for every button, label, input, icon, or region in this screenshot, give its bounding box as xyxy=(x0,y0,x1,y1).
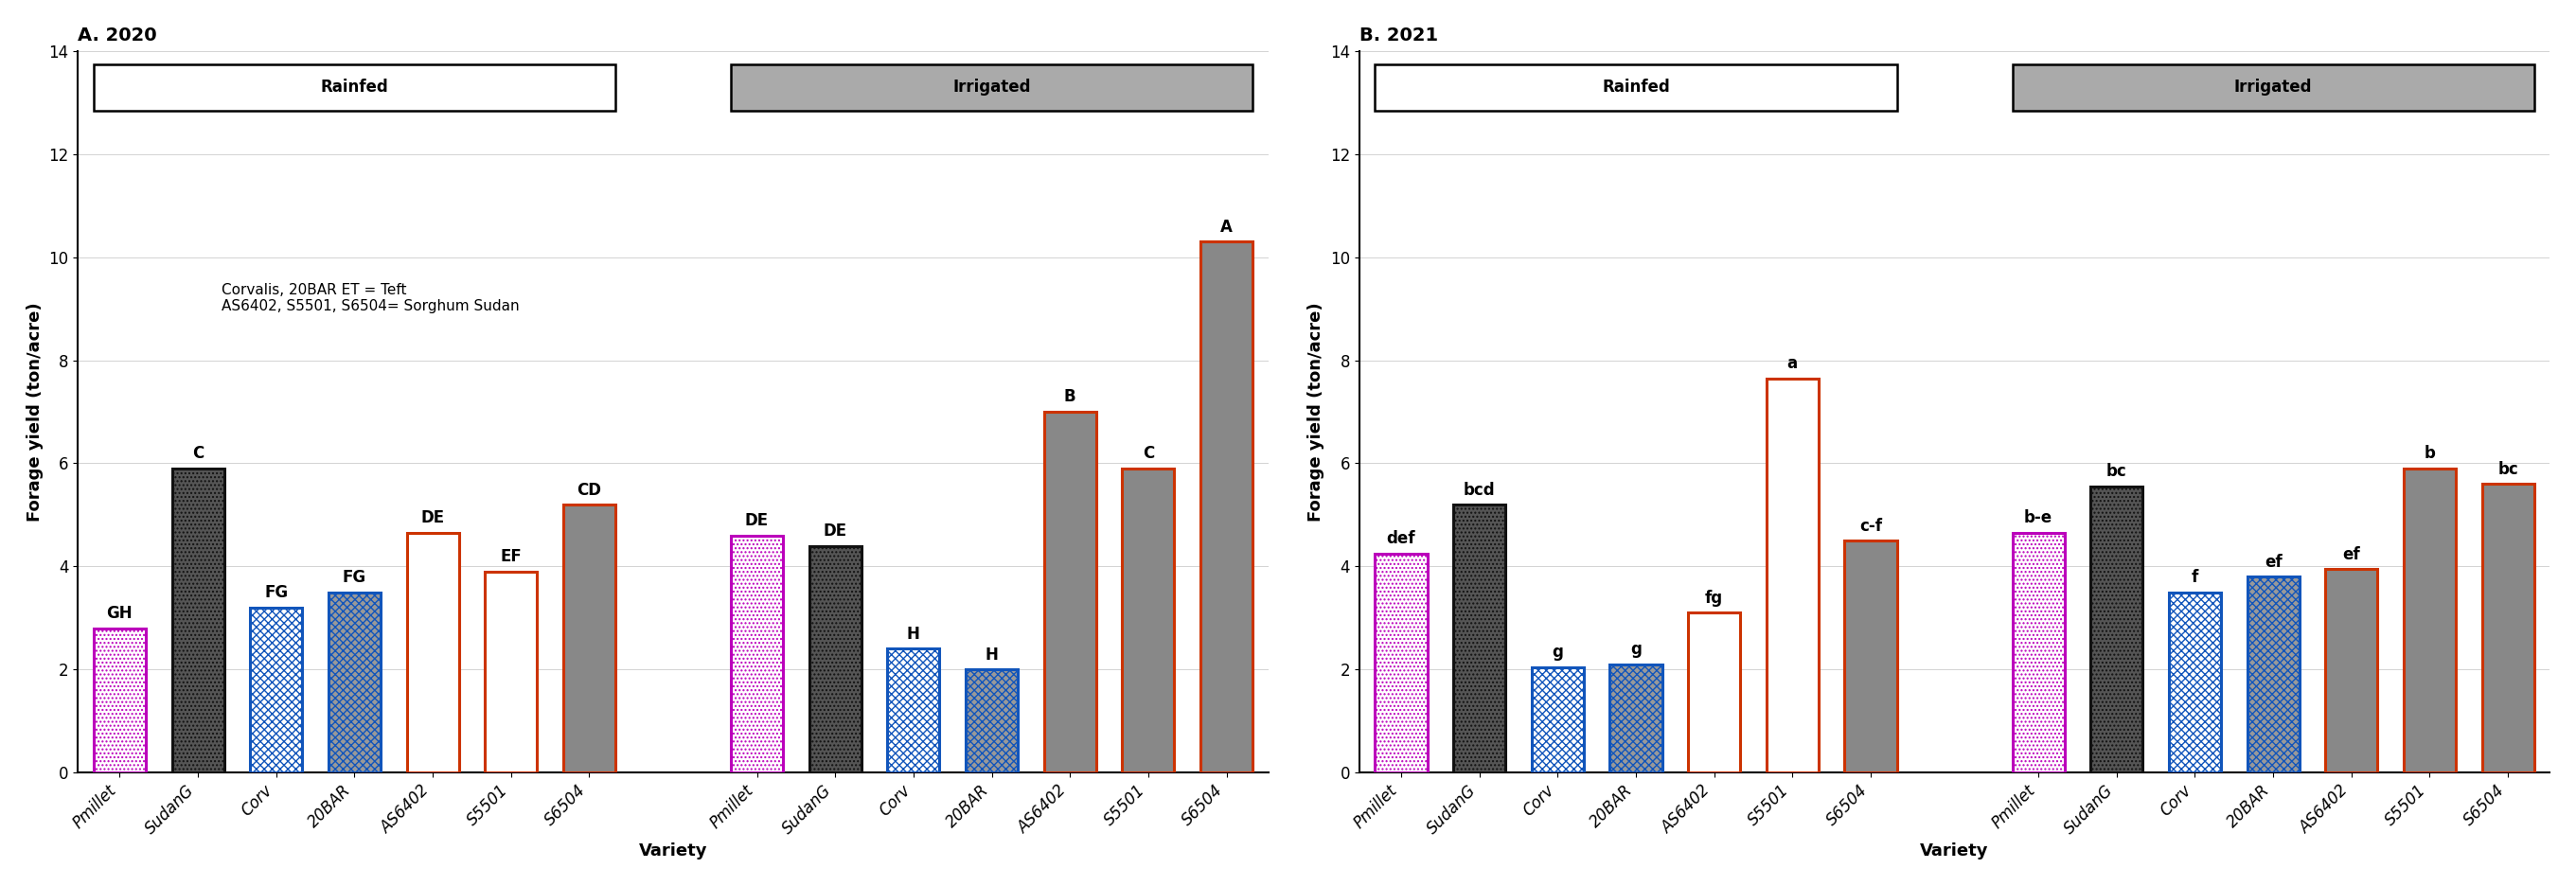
Text: ef: ef xyxy=(2342,546,2360,563)
FancyBboxPatch shape xyxy=(93,64,616,110)
Text: C: C xyxy=(193,446,204,462)
Bar xyxy=(250,608,301,773)
Text: Rainfed: Rainfed xyxy=(1602,79,1669,96)
Bar xyxy=(1767,378,1819,773)
Bar xyxy=(93,628,147,773)
Text: bc: bc xyxy=(2499,461,2519,478)
Bar xyxy=(966,670,1018,773)
Text: Irrigated: Irrigated xyxy=(953,79,1030,96)
Bar xyxy=(1453,504,1504,773)
Text: Corvalis, 20BAR ET = Teft
AS6402, S5501, S6504= Sorghum Sudan: Corvalis, 20BAR ET = Teft AS6402, S5501,… xyxy=(222,283,520,314)
Text: A. 2020: A. 2020 xyxy=(77,27,157,44)
X-axis label: Variety: Variety xyxy=(1919,843,1989,859)
Bar xyxy=(173,469,224,773)
Text: A: A xyxy=(1221,219,1234,236)
Bar xyxy=(1844,540,1896,773)
Bar xyxy=(564,504,616,773)
Text: g: g xyxy=(1551,644,1564,661)
X-axis label: Variety: Variety xyxy=(639,843,708,859)
Text: GH: GH xyxy=(106,605,134,622)
FancyBboxPatch shape xyxy=(1376,64,1896,110)
Text: def: def xyxy=(1386,531,1417,548)
Bar xyxy=(1123,469,1175,773)
Text: g: g xyxy=(1631,641,1641,658)
Y-axis label: Forage yield (ton/acre): Forage yield (ton/acre) xyxy=(1309,302,1324,522)
Text: bcd: bcd xyxy=(1463,481,1494,499)
Bar xyxy=(2246,577,2300,773)
Text: DE: DE xyxy=(744,512,768,529)
Text: c-f: c-f xyxy=(1860,517,1883,534)
Text: FG: FG xyxy=(343,569,366,586)
Text: ef: ef xyxy=(2264,554,2282,571)
Bar xyxy=(1610,664,1662,773)
Text: b-e: b-e xyxy=(2025,509,2053,526)
Y-axis label: Forage yield (ton/acre): Forage yield (ton/acre) xyxy=(26,302,44,522)
Text: EF: EF xyxy=(500,548,523,565)
Bar xyxy=(2169,592,2221,773)
Bar xyxy=(809,546,860,773)
Text: H: H xyxy=(984,646,999,664)
Bar xyxy=(886,649,940,773)
Text: B. 2021: B. 2021 xyxy=(1360,27,1437,44)
Text: CD: CD xyxy=(577,481,603,499)
Text: B: B xyxy=(1064,389,1077,406)
Bar xyxy=(2092,486,2143,773)
Bar xyxy=(407,532,459,773)
Bar xyxy=(1376,554,1427,773)
Text: bc: bc xyxy=(2107,463,2128,480)
Bar xyxy=(2012,532,2063,773)
Text: FG: FG xyxy=(265,585,289,602)
Text: H: H xyxy=(907,626,920,642)
Text: f: f xyxy=(2192,569,2197,586)
Bar xyxy=(484,571,536,773)
Text: Irrigated: Irrigated xyxy=(2233,79,2313,96)
Bar xyxy=(2481,484,2535,773)
Text: C: C xyxy=(1144,446,1154,462)
FancyBboxPatch shape xyxy=(2012,64,2535,110)
Text: DE: DE xyxy=(824,523,848,540)
Bar xyxy=(1687,613,1741,773)
Text: a: a xyxy=(1788,355,1798,372)
Bar xyxy=(732,535,783,773)
Text: Rainfed: Rainfed xyxy=(319,79,389,96)
Text: b: b xyxy=(2424,446,2434,462)
Bar xyxy=(1200,242,1252,773)
Text: DE: DE xyxy=(420,509,446,526)
Bar xyxy=(2326,569,2378,773)
Bar xyxy=(1533,667,1584,773)
Bar xyxy=(1043,412,1097,773)
Text: fg: fg xyxy=(1705,589,1723,607)
Bar xyxy=(327,592,381,773)
Bar xyxy=(2403,469,2455,773)
FancyBboxPatch shape xyxy=(732,64,1252,110)
